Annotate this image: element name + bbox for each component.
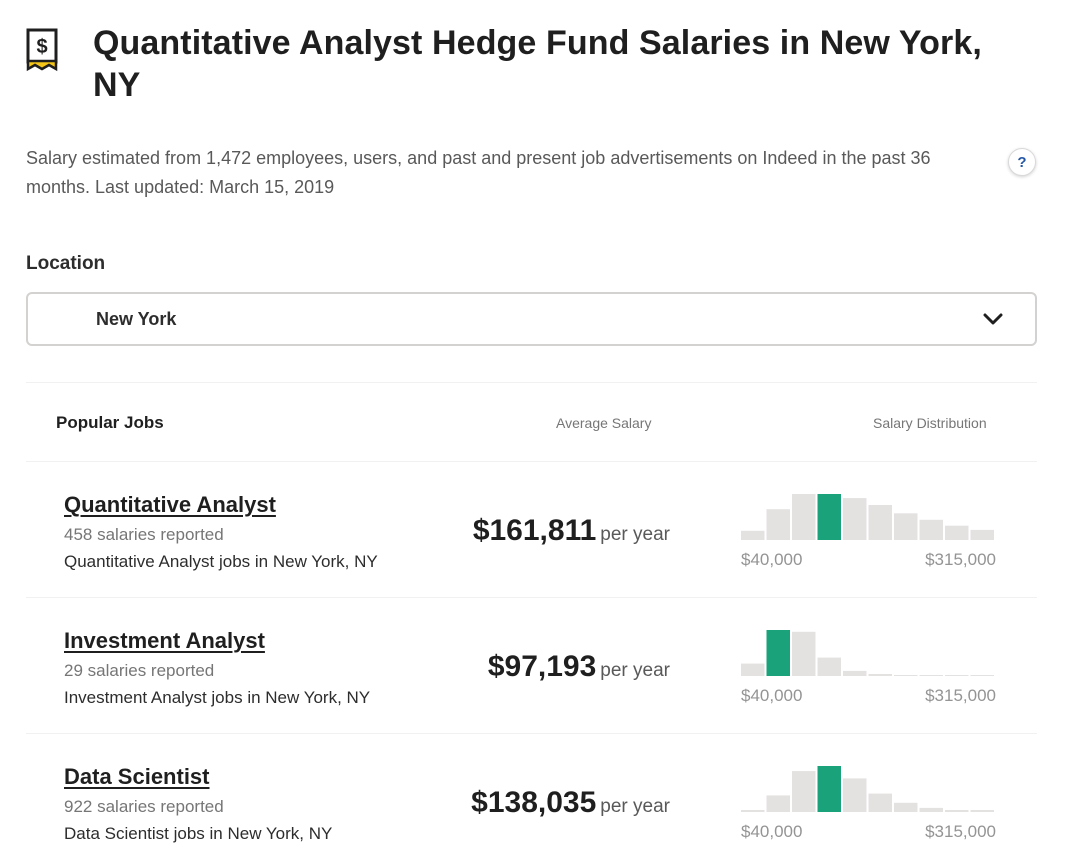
distribution-bar (843, 498, 867, 540)
job-title-link[interactable]: Investment Analyst (64, 628, 265, 653)
distribution-bar (894, 513, 918, 540)
location-label: Location (26, 253, 106, 274)
table-row: Investment Analyst 29 salaries reported … (26, 598, 1037, 734)
distribution-bar (843, 778, 867, 812)
page-title: Quantitative Analyst Hedge Fund Salaries… (93, 24, 982, 104)
distribution-bar (868, 674, 892, 676)
salaries-reported-count: 29 salaries reported (64, 661, 215, 680)
average-salary: $161,811 per year (473, 514, 670, 548)
distribution-bar (817, 657, 841, 676)
distribution-bar-highlight (817, 766, 841, 812)
salary-amount: $97,193 (487, 650, 597, 683)
header-average-salary: Average Salary (556, 415, 652, 431)
svg-text:$: $ (36, 36, 47, 58)
salary-distribution-chart: $40,000 $315,000 (741, 764, 996, 841)
distribution-min-label: $40,000 (741, 822, 803, 841)
distribution-bar-highlight (817, 494, 841, 540)
distribution-bar (945, 525, 969, 540)
table-header: Popular Jobs Average Salary Salary Distr… (26, 382, 1037, 462)
distribution-bar (970, 810, 994, 812)
distribution-max-label: $315,000 (925, 686, 996, 705)
distribution-bar (741, 810, 765, 812)
distribution-bar (766, 509, 790, 540)
dollar-receipt-icon: $ (26, 28, 58, 72)
distribution-bars (741, 494, 994, 540)
jobs-in-location-link[interactable]: Investment Analyst jobs in New York, NY (64, 688, 371, 707)
distribution-bar (970, 529, 994, 540)
distribution-bar (741, 663, 765, 676)
salaries-reported-count: 922 salaries reported (64, 797, 224, 816)
distribution-bars (741, 766, 994, 812)
distribution-bar (766, 795, 790, 812)
distribution-bar (741, 530, 765, 540)
salary-unit: per year (600, 660, 670, 681)
question-icon[interactable]: ? (1008, 148, 1036, 176)
distribution-bar (792, 631, 816, 676)
distribution-bar (868, 793, 892, 812)
table-row: Quantitative Analyst 458 salaries report… (26, 462, 1037, 598)
distribution-min-label: $40,000 (741, 686, 803, 705)
job-title-link[interactable]: Quantitative Analyst (64, 492, 276, 517)
chevron-down-icon (983, 311, 1003, 327)
salary-unit: per year (600, 796, 670, 817)
header-salary-distribution: Salary Distribution (873, 415, 987, 431)
jobs-in-location-link[interactable]: Quantitative Analyst jobs in New York, N… (64, 552, 378, 571)
distribution-bar (945, 810, 969, 812)
distribution-bar (843, 670, 867, 676)
distribution-bar (894, 802, 918, 812)
salary-estimate-note: Salary estimated from 1,472 employees, u… (26, 148, 931, 197)
average-salary: $138,035 per year (471, 786, 670, 820)
header-popular-jobs: Popular Jobs (56, 413, 164, 432)
distribution-bar-highlight (766, 630, 790, 676)
jobs-in-location-link[interactable]: Data Scientist jobs in New York, NY (64, 824, 333, 843)
table-row: Data Scientist 922 salaries reported Dat… (26, 734, 1037, 866)
distribution-bar (792, 494, 816, 540)
distribution-max-label: $315,000 (925, 550, 996, 569)
distribution-max-label: $315,000 (925, 822, 996, 841)
salary-amount: $161,811 (472, 514, 597, 547)
distribution-bar (792, 771, 816, 812)
salary-amount: $138,035 (471, 786, 597, 819)
distribution-bar (919, 675, 943, 676)
distribution-min-label: $40,000 (741, 550, 803, 569)
average-salary: $97,193 per year (488, 650, 670, 684)
distribution-bar (919, 807, 943, 812)
salary-unit: per year (600, 524, 670, 545)
distribution-bar (945, 675, 969, 676)
salaries-reported-count: 458 salaries reported (64, 525, 224, 544)
distribution-bar (868, 505, 892, 540)
salary-distribution-chart: $40,000 $315,000 (741, 628, 996, 705)
location-dropdown[interactable]: New York (26, 292, 1037, 346)
distribution-bars (741, 630, 994, 676)
job-title-link[interactable]: Data Scientist (64, 764, 210, 789)
salary-distribution-chart: $40,000 $315,000 (741, 492, 996, 569)
distribution-bar (919, 519, 943, 540)
distribution-bar (970, 675, 994, 676)
distribution-bar (894, 675, 918, 676)
location-selected-value: New York (96, 309, 177, 329)
